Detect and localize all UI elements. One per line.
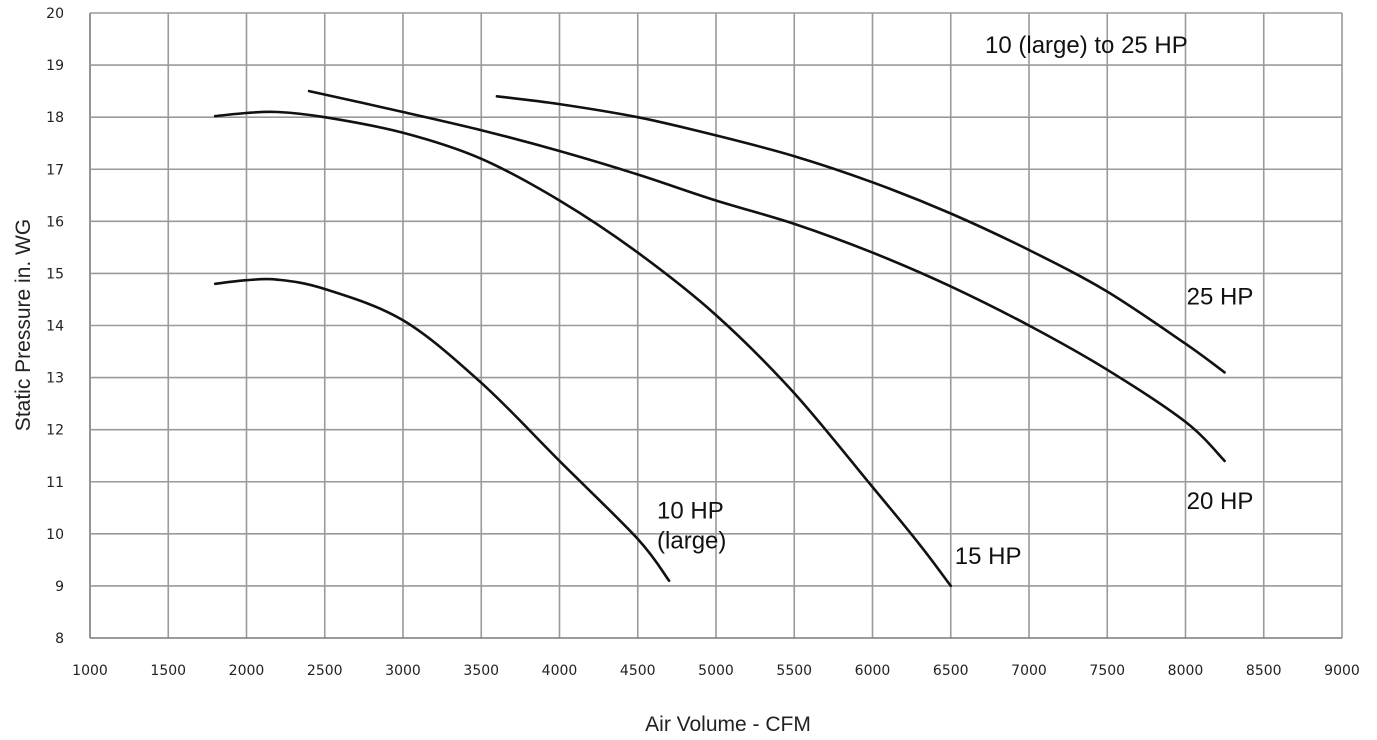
y-tick-label: 8 [55, 631, 64, 647]
series-label-15-hp: 15 HP [955, 543, 1022, 570]
curve-20-hp [307, 89, 1226, 463]
y-tick-label: 12 [46, 423, 64, 439]
x-tick-label: 8500 [1246, 663, 1282, 679]
series-label-10-hp-large: 10 HP (large) [657, 498, 726, 555]
y-axis-title: Static Pressure in. WG [12, 219, 35, 431]
x-tick-label: 4000 [542, 663, 578, 679]
x-tick-label: 1000 [72, 663, 108, 679]
series-labels: 10 HP (large) 15 HP 20 HP 25 HP [657, 283, 1253, 570]
y-tick-label: 11 [46, 475, 64, 491]
y-tick-label: 17 [46, 162, 64, 178]
series-label-25-hp: 25 HP [1187, 283, 1254, 310]
y-tick-label: 19 [46, 58, 64, 74]
y-tick-labels: 8 9 10 11 12 13 14 15 16 17 18 19 20 [46, 6, 64, 647]
x-tick-label: 7500 [1089, 663, 1125, 679]
y-tick-label: 13 [46, 371, 64, 387]
x-tick-label: 1500 [150, 663, 186, 679]
x-tick-label: 4500 [620, 663, 656, 679]
y-tick-label: 16 [46, 214, 64, 230]
x-tick-label: 2500 [307, 663, 343, 679]
annotation-text: 10 (large) to 25 HP [985, 32, 1188, 59]
y-tick-label: 14 [46, 319, 64, 335]
x-tick-labels: 1000 1500 2000 2500 3000 3500 4000 4500 5000 5500… [72, 663, 1360, 679]
y-tick-label: 18 [46, 110, 64, 126]
x-tick-label: 2000 [229, 663, 265, 679]
x-tick-label: 8000 [1168, 663, 1204, 679]
x-tick-label: 6000 [855, 663, 891, 679]
curve-25-hp [495, 95, 1226, 374]
y-tick-label: 10 [46, 527, 64, 543]
curves [213, 89, 1226, 588]
x-tick-label: 9000 [1324, 663, 1360, 679]
x-tick-label: 7000 [1011, 663, 1047, 679]
curve-15-hp [213, 110, 953, 588]
x-tick-label: 5500 [776, 663, 812, 679]
y-tick-label: 9 [55, 579, 64, 595]
x-tick-label: 3000 [385, 663, 421, 679]
x-axis-title: Air Volume - CFM [645, 713, 811, 736]
y-tick-label: 15 [46, 266, 64, 282]
curve-10-hp-large [213, 277, 671, 582]
x-tick-label: 5000 [698, 663, 734, 679]
series-label-20-hp: 20 HP [1187, 488, 1254, 515]
x-tick-label: 6500 [933, 663, 969, 679]
y-tick-label: 20 [46, 6, 64, 22]
x-tick-label: 3500 [463, 663, 499, 679]
